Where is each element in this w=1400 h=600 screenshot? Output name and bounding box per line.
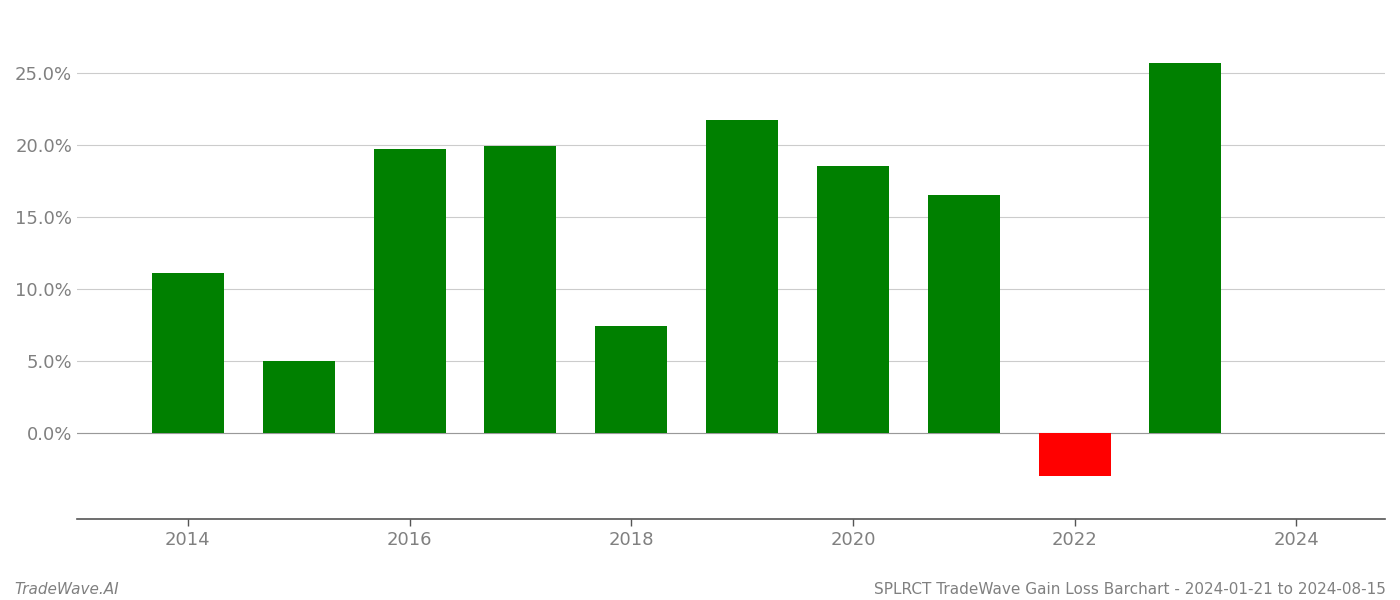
Bar — [151, 273, 224, 433]
Bar — [928, 195, 1000, 433]
Bar — [374, 149, 445, 433]
Bar — [706, 120, 778, 433]
Bar — [263, 361, 335, 433]
Bar — [484, 146, 556, 433]
Bar — [1039, 433, 1110, 476]
Bar — [818, 166, 889, 433]
Text: SPLRCT TradeWave Gain Loss Barchart - 2024-01-21 to 2024-08-15: SPLRCT TradeWave Gain Loss Barchart - 20… — [874, 582, 1386, 597]
Bar — [595, 326, 668, 433]
Bar — [1149, 62, 1221, 433]
Text: TradeWave.AI: TradeWave.AI — [14, 582, 119, 597]
